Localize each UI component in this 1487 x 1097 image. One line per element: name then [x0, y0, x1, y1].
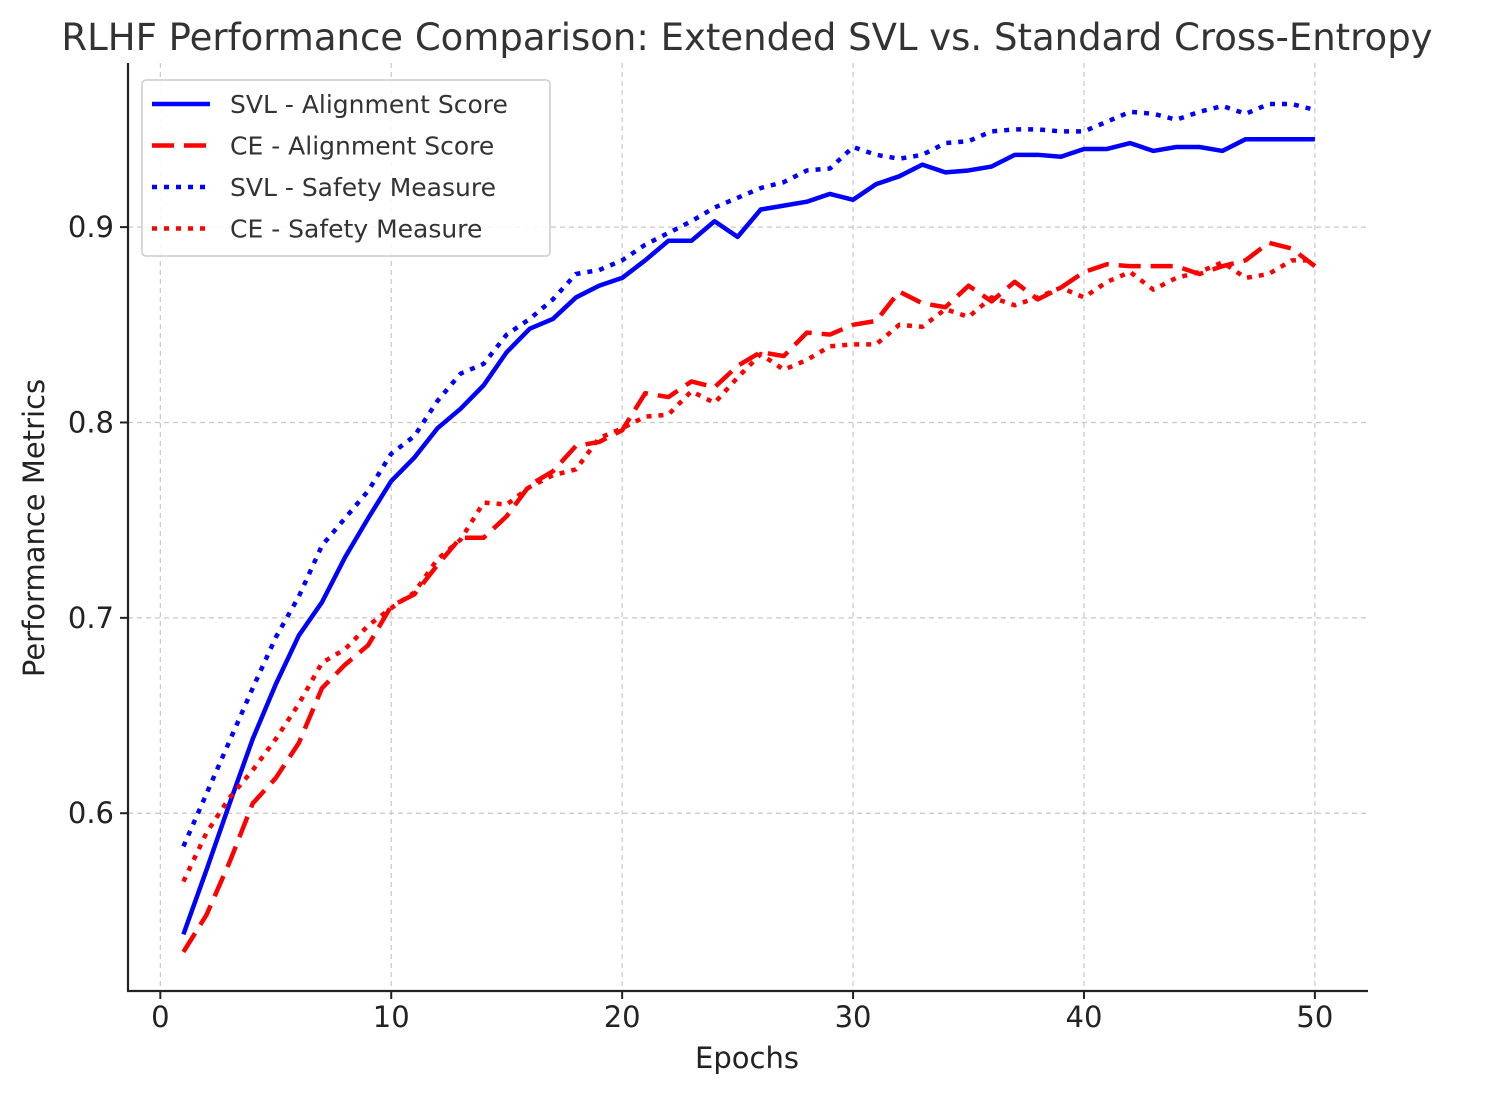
ticks: 0 10 20 30 40 50 0.6 0.7 0.8 0.9	[68, 210, 1333, 1034]
x-tick-label: 20	[604, 1000, 641, 1034]
legend-box	[141, 79, 551, 257]
series-line-svl-alignment-score	[181, 136, 1315, 936]
legend-label-ce-alignment-score: CE - Alignment Score	[230, 132, 494, 161]
x-tick-label: 10	[373, 1000, 410, 1034]
legend-label-svl-alignment-score: SVL - Alignment Score	[230, 90, 508, 119]
x-tick-label: 0	[151, 1000, 169, 1034]
y-tick-label: 0.7	[68, 601, 114, 635]
x-tick-label: 30	[835, 1000, 872, 1034]
legend-items: SVL - Alignment Score CE - Alignment Scor…	[152, 90, 508, 244]
y-tick-label: 0.9	[68, 210, 114, 244]
series-line-ce-alignment-score	[181, 240, 1317, 954]
legend-label-svl-safety-measure: SVL - Safety Measure	[230, 173, 496, 202]
chart-title: RLHF Performance Comparison: Extended SV…	[61, 16, 1432, 59]
legend: SVL - Alignment Score CE - Alignment Scor…	[141, 79, 551, 257]
x-tick-label: 40	[1066, 1000, 1103, 1034]
legend-label-ce-safety-measure: CE - Safety Measure	[230, 215, 482, 244]
y-axis-label: Performance Metrics	[17, 379, 51, 677]
series-line-ce-safety-measure	[181, 258, 1315, 883]
axes	[126, 63, 1368, 993]
series-line-svl-safety-measure	[181, 101, 1316, 848]
x-tick-label: 50	[1296, 1000, 1333, 1034]
y-tick-label: 0.6	[68, 796, 114, 830]
series-layer	[181, 101, 1317, 954]
y-tick-label: 0.8	[68, 405, 114, 439]
x-axis-label: Epochs	[695, 1041, 799, 1075]
